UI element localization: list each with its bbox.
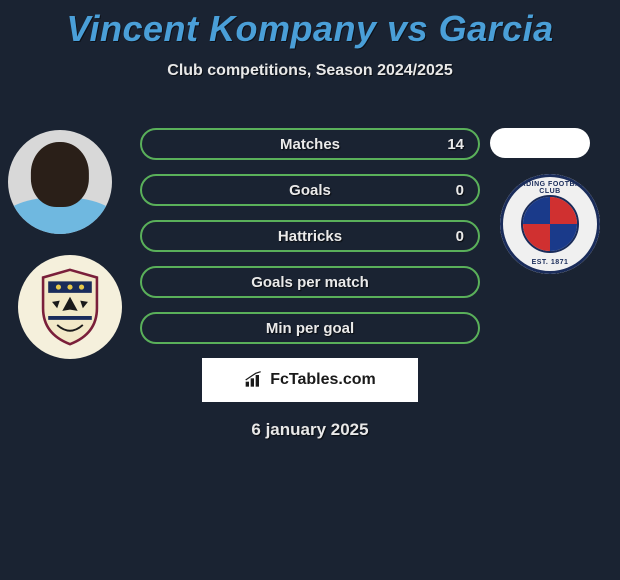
stat-label: Goals per match: [251, 274, 369, 291]
stat-label: Min per goal: [266, 320, 354, 337]
badge-text-bottom: EST. 1871: [500, 259, 600, 266]
page-title: Vincent Kompany vs Garcia: [0, 0, 620, 50]
chart-icon: [244, 371, 264, 389]
date-label: 6 january 2025: [0, 420, 620, 440]
stat-label: Goals: [289, 182, 331, 199]
brand-watermark: FcTables.com: [202, 358, 418, 402]
stat-row: Goals 0: [140, 174, 480, 206]
stat-row: Hattricks 0: [140, 220, 480, 252]
stat-value-right: 14: [447, 136, 464, 153]
comparison-area: READING FOOTBALL CLUB EST. 1871 Matches …: [0, 110, 620, 440]
player-left-avatar: [8, 130, 112, 234]
stat-row: Goals per match: [140, 266, 480, 298]
stat-row: Min per goal: [140, 312, 480, 344]
player-right-avatar: [490, 128, 590, 158]
stat-label: Matches: [280, 136, 340, 153]
subtitle: Club competitions, Season 2024/2025: [0, 62, 620, 80]
club-right-crest: READING FOOTBALL CLUB EST. 1871: [500, 174, 600, 274]
stat-label: Hattricks: [278, 228, 342, 245]
badge-text-top: READING FOOTBALL CLUB: [500, 181, 600, 195]
stat-value-right: 0: [456, 228, 464, 245]
brand-text: FcTables.com: [270, 371, 376, 389]
stat-row: Matches 14: [140, 128, 480, 160]
shield-icon: [37, 269, 104, 346]
stat-value-right: 0: [456, 182, 464, 199]
stats-container: Matches 14 Goals 0 Hattricks 0 Goals per…: [140, 110, 480, 344]
club-left-crest: [18, 255, 122, 359]
